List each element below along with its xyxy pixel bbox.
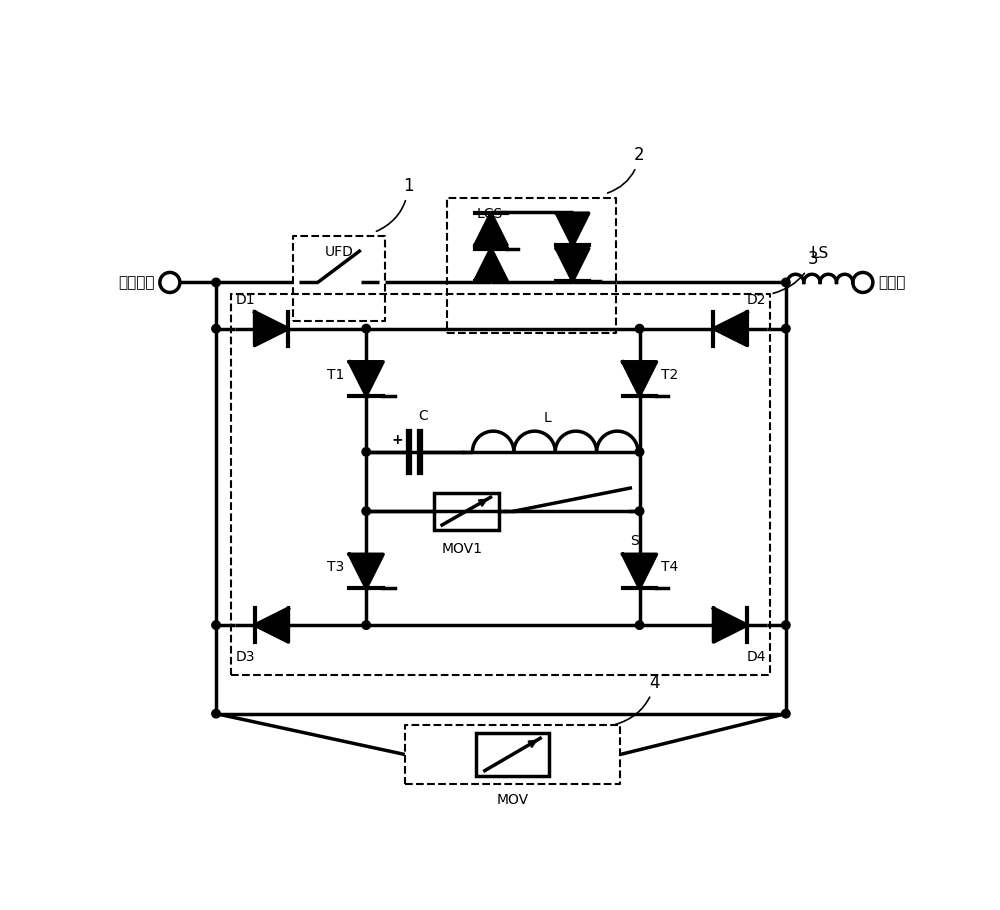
Polygon shape — [556, 248, 589, 281]
Circle shape — [635, 448, 644, 456]
Text: LCS: LCS — [476, 207, 503, 221]
Circle shape — [212, 324, 220, 333]
Polygon shape — [475, 213, 507, 246]
Text: D2: D2 — [747, 293, 767, 307]
Text: L: L — [544, 411, 551, 425]
Circle shape — [782, 324, 790, 333]
Circle shape — [212, 710, 220, 718]
Circle shape — [362, 507, 370, 515]
Polygon shape — [475, 248, 507, 281]
Text: D3: D3 — [235, 650, 255, 663]
Circle shape — [782, 621, 790, 630]
Circle shape — [212, 621, 220, 630]
Polygon shape — [713, 608, 747, 642]
Polygon shape — [255, 608, 288, 642]
Text: T1: T1 — [327, 368, 345, 382]
Polygon shape — [623, 362, 656, 396]
Text: +: + — [392, 433, 404, 447]
Circle shape — [362, 324, 370, 333]
Bar — [476, 733, 549, 776]
Text: S: S — [630, 534, 639, 548]
Text: 1: 1 — [376, 177, 414, 231]
Circle shape — [362, 448, 370, 456]
Circle shape — [635, 507, 644, 515]
Text: 4: 4 — [615, 673, 660, 724]
Text: MOV: MOV — [496, 793, 529, 807]
Text: 2: 2 — [608, 147, 645, 193]
Text: D4: D4 — [747, 650, 767, 663]
Polygon shape — [623, 554, 656, 588]
Text: 3: 3 — [773, 250, 818, 293]
Polygon shape — [713, 312, 747, 346]
Polygon shape — [349, 362, 383, 396]
Text: T2: T2 — [661, 368, 678, 382]
Circle shape — [212, 278, 220, 287]
Text: MOV1: MOV1 — [442, 542, 483, 556]
Circle shape — [635, 621, 644, 630]
Circle shape — [782, 710, 790, 718]
Polygon shape — [556, 213, 589, 246]
Text: D1: D1 — [235, 293, 255, 307]
Text: T4: T4 — [661, 561, 678, 574]
Text: C: C — [418, 409, 428, 422]
Text: 负载侧: 负载侧 — [878, 275, 906, 290]
Circle shape — [635, 324, 644, 333]
Circle shape — [782, 278, 790, 287]
Text: UFD: UFD — [325, 246, 354, 259]
Text: T3: T3 — [327, 561, 345, 574]
Polygon shape — [349, 554, 383, 588]
Polygon shape — [255, 312, 288, 346]
Bar — [434, 492, 499, 530]
Text: 电源阀侧: 电源阀侧 — [118, 275, 154, 290]
Text: LS: LS — [811, 246, 829, 261]
Circle shape — [362, 621, 370, 630]
